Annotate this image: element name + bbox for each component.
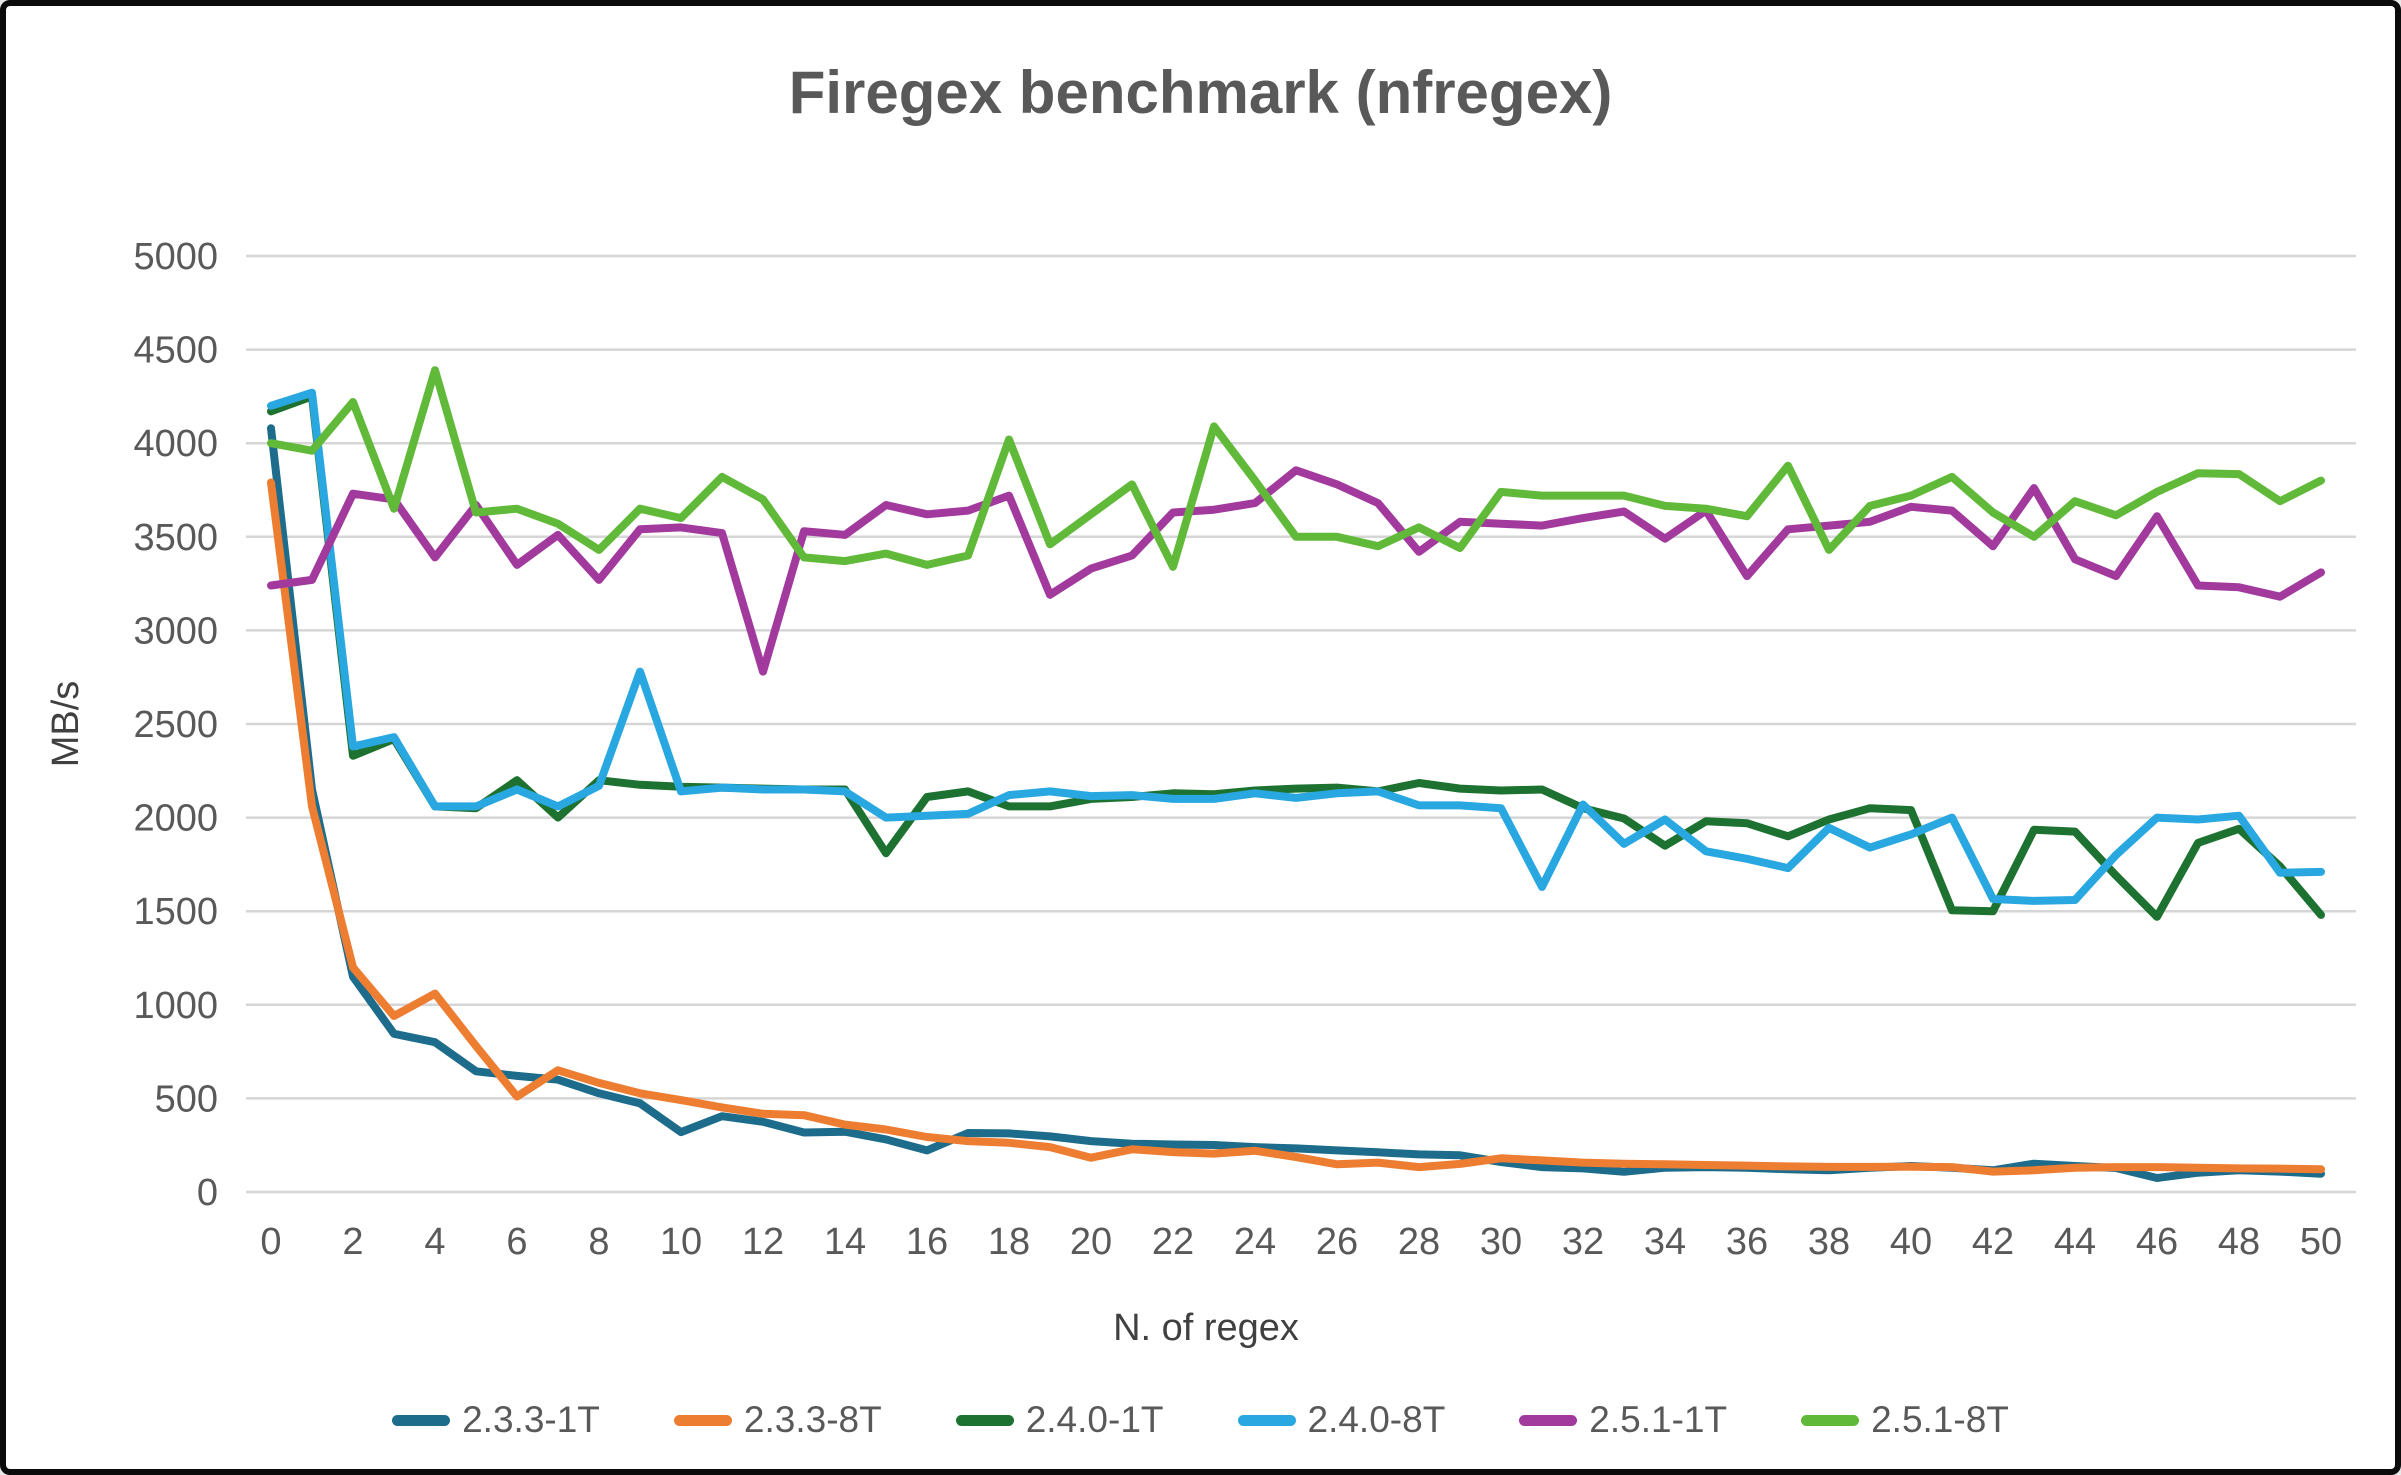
- x-tick-label: 4: [424, 1221, 445, 1263]
- x-axis-tick-labels: 0 2 4 6 8 10 12 14 16 18 20 22 24 26 28 30 32 34 36 38 40 42 4…: [260, 1221, 2342, 1263]
- y-tick-label: 2000: [133, 798, 218, 840]
- x-tick-label: 10: [660, 1221, 702, 1263]
- x-tick-label: 36: [1726, 1221, 1768, 1263]
- y-axis-tick-labels: 0 500 1000 1500 2000 2500 3000 3500 4000 4500 5000: [133, 236, 218, 1214]
- legend-swatch-2511t: [1519, 1414, 1578, 1426]
- legend-swatch-2408t: [1237, 1414, 1296, 1426]
- x-tick-label: 38: [1808, 1221, 1850, 1263]
- legend-swatch-2401t: [955, 1414, 1014, 1426]
- x-tick-label: 24: [1234, 1221, 1276, 1263]
- x-tick-label: 28: [1398, 1221, 1440, 1263]
- y-tick-label: 3500: [133, 517, 218, 559]
- series-line-2.5.1-8T: [267, 366, 2325, 571]
- x-tick-label: 50: [2300, 1221, 2342, 1263]
- legend-label: 2.3.3-8T: [743, 1399, 882, 1440]
- legend-label: 2.4.0-1T: [1025, 1399, 1164, 1440]
- x-tick-label: 22: [1152, 1221, 1194, 1263]
- legend-label: 2.3.3-1T: [462, 1399, 600, 1440]
- legend-swatch-2338t: [673, 1414, 732, 1426]
- legend-item-2518t: 2.5.1-8T: [1801, 1399, 2009, 1441]
- chart-legend: 2.3.3-1T 2.3.3-8T 2.4.0-1T 2.4.0-8T 2.5.…: [6, 1399, 2395, 1441]
- x-tick-label: 16: [906, 1221, 948, 1263]
- y-tick-label: 5000: [133, 236, 218, 278]
- x-tick-label: 2: [342, 1221, 363, 1263]
- x-tick-label: 48: [2218, 1221, 2260, 1263]
- legend-item-2511t: 2.5.1-1T: [1519, 1399, 1727, 1441]
- x-tick-label: 44: [2054, 1221, 2096, 1263]
- series-line-2.5.1-1T: [267, 466, 2325, 676]
- legend-item-2401t: 2.4.0-1T: [955, 1399, 1164, 1441]
- legend-swatch-2331t: [392, 1414, 451, 1426]
- y-tick-label: 2500: [133, 704, 218, 746]
- x-tick-label: 0: [260, 1221, 281, 1263]
- y-axis-title: MB/s: [45, 681, 87, 768]
- x-axis-title: N. of regex: [1113, 1307, 1299, 1349]
- x-tick-label: 6: [506, 1221, 527, 1263]
- legend-swatch-2518t: [1801, 1414, 1860, 1426]
- legend-item-2408t: 2.4.0-8T: [1237, 1399, 1446, 1441]
- gridlines: [246, 254, 2356, 1194]
- y-tick-label: 1000: [133, 985, 218, 1027]
- series-line-2.4.0-1T: [267, 392, 2325, 921]
- legend-item-2331t: 2.3.3-1T: [392, 1399, 600, 1441]
- x-tick-label: 46: [2136, 1221, 2178, 1263]
- x-tick-label: 42: [1972, 1221, 2014, 1263]
- y-tick-label: 4500: [133, 330, 218, 372]
- y-tick-label: 500: [155, 1078, 218, 1120]
- x-tick-label: 26: [1316, 1221, 1358, 1263]
- legend-item-2338t: 2.3.3-8T: [673, 1399, 882, 1441]
- legend-label: 2.5.1-8T: [1871, 1399, 2009, 1440]
- legend-label: 2.4.0-8T: [1307, 1399, 1446, 1440]
- x-tick-label: 14: [824, 1221, 866, 1263]
- series-lines: [267, 366, 2325, 1182]
- y-tick-label: 1500: [133, 891, 218, 933]
- x-tick-label: 20: [1070, 1221, 1112, 1263]
- benchmark-line-chart: 0500100015002000250030003500400045005000…: [45, 236, 2356, 1349]
- x-tick-label: 12: [742, 1221, 784, 1263]
- x-tick-label: 18: [988, 1221, 1030, 1263]
- x-tick-label: 40: [1890, 1221, 1932, 1263]
- x-tick-label: 30: [1480, 1221, 1522, 1263]
- y-tick-label: 0: [197, 1172, 218, 1214]
- legend-label: 2.5.1-1T: [1589, 1399, 1728, 1440]
- series-line-2.3.3-8T: [267, 478, 2325, 1176]
- series-line-2.4.0-8T: [267, 388, 2325, 905]
- x-tick-label: 34: [1644, 1221, 1686, 1263]
- y-tick-label: 4000: [133, 423, 218, 465]
- y-tick-label: 3000: [133, 610, 218, 652]
- x-tick-label: 8: [588, 1221, 609, 1263]
- chart-title: Firegex benchmark (nfregex): [788, 59, 1613, 126]
- x-tick-label: 32: [1562, 1221, 1604, 1263]
